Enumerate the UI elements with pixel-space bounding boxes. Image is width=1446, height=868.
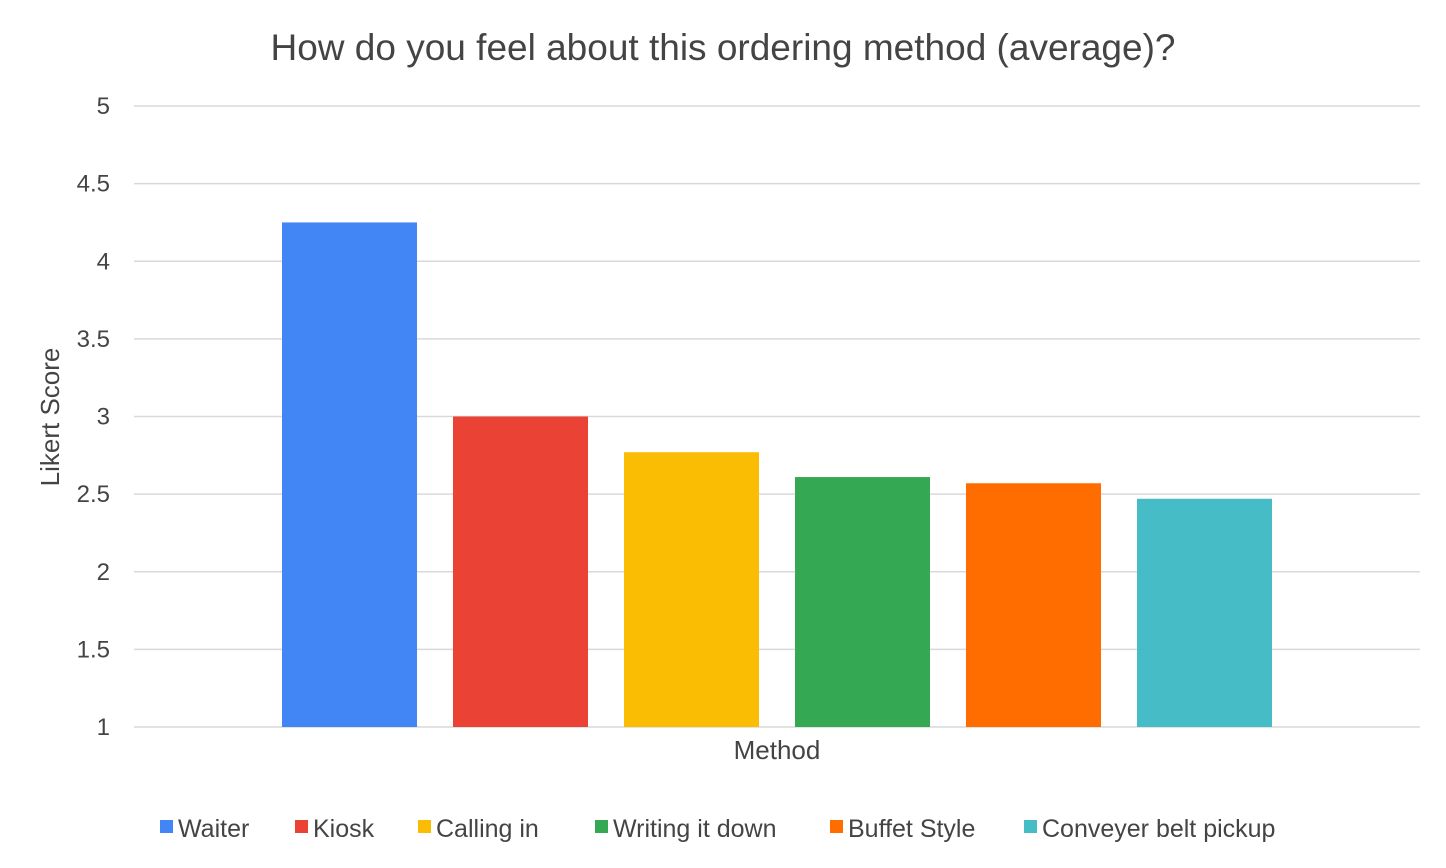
bars	[282, 222, 1272, 727]
legend-label: Writing it down	[613, 815, 777, 843]
legend-swatch	[830, 820, 843, 833]
legend: Waiter Kiosk Calling in Writing it down Buff…	[160, 815, 1275, 843]
y-tick-label: 3	[97, 404, 110, 431]
legend-swatch	[418, 820, 431, 833]
y-tick-label: 4	[97, 248, 110, 275]
bar-writing-it-down	[795, 477, 930, 727]
legend-label: Conveyer belt pickup	[1042, 815, 1275, 843]
y-axis-ticks: 1 1.5 2 2.5 3 3.5 4 4.5 5	[77, 93, 110, 741]
legend-swatch	[595, 820, 608, 833]
y-axis-label: Likert Score	[35, 348, 65, 487]
y-tick-label: 1	[97, 714, 110, 741]
bar-kiosk	[453, 416, 588, 727]
x-axis-label: Method	[734, 735, 821, 765]
legend-swatch	[160, 820, 173, 833]
legend-swatch	[295, 820, 308, 833]
y-tick-label: 2.5	[77, 481, 110, 508]
legend-label: Kiosk	[313, 815, 375, 843]
bar-calling-in	[624, 452, 759, 727]
y-tick-label: 5	[97, 93, 110, 120]
chart-title: How do you feel about this ordering meth…	[271, 27, 1176, 68]
bar-buffet-style	[966, 483, 1101, 727]
legend-label: Waiter	[178, 815, 249, 843]
legend-label: Calling in	[436, 815, 539, 843]
bar-conveyer-belt-pickup	[1137, 498, 1272, 727]
legend-label: Buffet Style	[848, 815, 975, 843]
y-tick-label: 1.5	[77, 636, 110, 663]
y-tick-label: 4.5	[77, 171, 110, 198]
y-tick-label: 3.5	[77, 326, 110, 353]
bar-waiter	[282, 222, 417, 727]
y-tick-label: 2	[97, 559, 110, 586]
legend-swatch	[1024, 820, 1037, 833]
